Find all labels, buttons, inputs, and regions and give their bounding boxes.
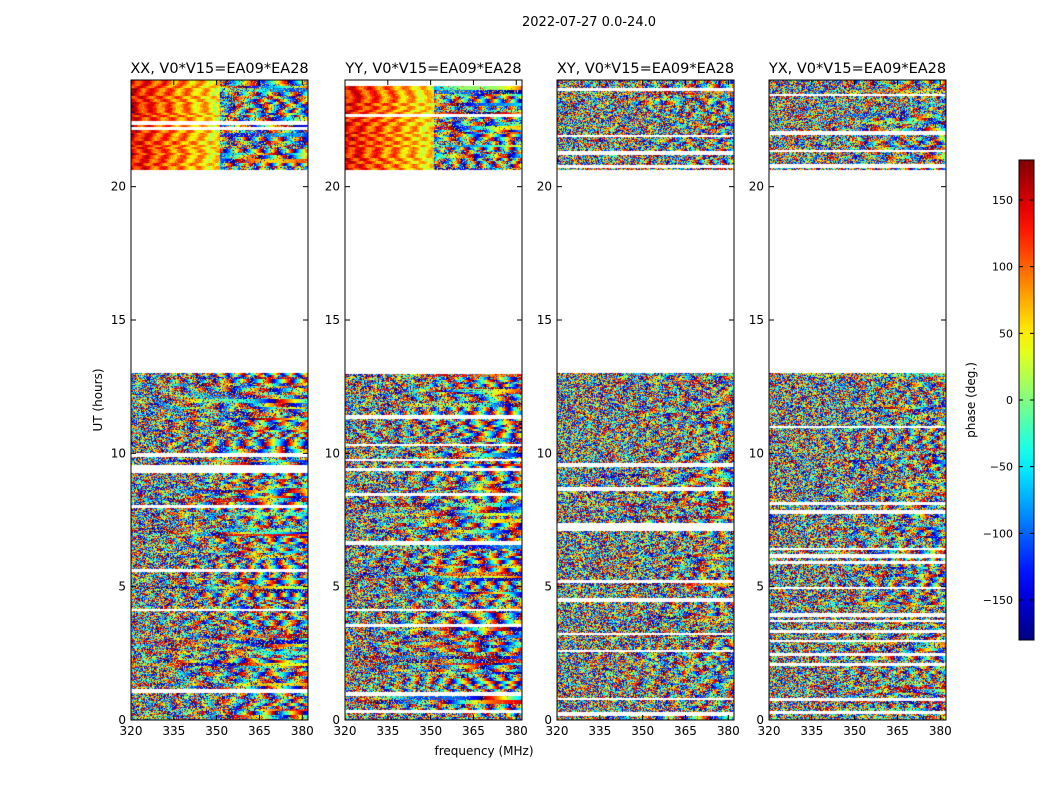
panel-title: YY, V0*V15=EA09*EA28	[344, 61, 521, 77]
x-tick-label: 335	[162, 724, 185, 738]
x-tick-label: 350	[419, 724, 442, 738]
panel-4: YX, V0*V15=EA09*EA28 0 5 10 15 20 320 335 350 365…	[749, 61, 952, 738]
x-tick-label: 365	[886, 724, 909, 738]
panel-title: XX, V0*V15=EA09*EA28	[130, 61, 308, 77]
y-tick-label: 15	[749, 313, 764, 327]
heatmap-image	[131, 80, 308, 720]
y-tick-label: 10	[749, 446, 764, 460]
x-tick-label: 350	[205, 724, 228, 738]
x-tick-label: 335	[588, 724, 611, 738]
y-tick-label: 0	[332, 713, 340, 727]
y-tick-label: 5	[756, 580, 764, 594]
heatmap-image	[557, 80, 734, 720]
y-tick-label: 5	[118, 580, 126, 594]
y-tick-label: 15	[111, 313, 126, 327]
panel-title: YX, V0*V15=EA09*EA28	[768, 61, 946, 77]
plot-frame	[344, 79, 523, 721]
y-tick-label: 10	[325, 446, 340, 460]
y-tick-label: 0	[544, 713, 552, 727]
figure-xlabel: frequency (MHz)	[434, 744, 533, 758]
colorbar: 150 100 50 0 −50 −100 −150	[983, 159, 1035, 641]
panel-3: XY, V0*V15=EA09*EA28 0 5 10 15 20 320 335 350 365…	[537, 61, 740, 738]
heatmap-image	[769, 80, 946, 720]
x-tick-label: 380	[929, 724, 952, 738]
colorbar-tick-label: −50	[990, 461, 1013, 474]
plot-frame	[130, 79, 309, 721]
x-tick-label: 320	[758, 724, 781, 738]
colorbar-tick-label: 50	[999, 327, 1013, 340]
y-tick-label: 0	[756, 713, 764, 727]
panel-1: XX, V0*V15=EA09*EA28 0 5 10 15 20 320 335 350 365…	[111, 61, 314, 738]
x-tick-label: 335	[800, 724, 823, 738]
x-tick-label: 350	[631, 724, 654, 738]
x-tick-label: 380	[717, 724, 740, 738]
x-tick-label: 365	[674, 724, 697, 738]
y-tick-label: 5	[332, 580, 340, 594]
x-tick-label: 320	[546, 724, 569, 738]
x-tick-label: 365	[248, 724, 271, 738]
y-tick-label: 10	[537, 446, 552, 460]
panels: XX, V0*V15=EA09*EA28 0 5 10 15 20 320 335 350 365…	[111, 61, 952, 738]
panel-title: XY, V0*V15=EA09*EA28	[557, 61, 734, 77]
x-tick-label: 335	[376, 724, 399, 738]
y-tick-label: 10	[111, 446, 126, 460]
colorbar-tick-label: 100	[992, 261, 1013, 274]
plot-frame	[556, 79, 735, 721]
x-tick-label: 380	[291, 724, 314, 738]
colorbar-tick-label: −150	[983, 594, 1013, 607]
y-tick-label: 15	[325, 313, 340, 327]
colorbar-tick-label: 0	[1006, 394, 1013, 407]
x-tick-label: 320	[334, 724, 357, 738]
x-tick-label: 320	[120, 724, 143, 738]
y-tick-label: 15	[537, 313, 552, 327]
plot-frame	[768, 79, 947, 721]
y-tick-label: 0	[118, 713, 126, 727]
y-tick-label: 5	[544, 580, 552, 594]
panel-2: YY, V0*V15=EA09*EA28 0 5 10 15 20 320 335 350 365…	[325, 61, 528, 738]
colorbar-tick-label: −100	[983, 527, 1013, 540]
y-tick-label: 20	[537, 180, 552, 194]
x-tick-label: 350	[843, 724, 866, 738]
figure-ylabel: UT (hours)	[91, 368, 105, 431]
colorbar-label: phase (deg.)	[964, 362, 978, 438]
figure-suptitle: 2022-07-27 0.0-24.0	[522, 15, 656, 30]
colorbar-tick-label: 150	[992, 194, 1013, 207]
heatmap-image	[345, 80, 522, 720]
y-tick-label: 20	[325, 180, 340, 194]
x-tick-label: 365	[462, 724, 485, 738]
y-tick-label: 20	[749, 180, 764, 194]
y-tick-label: 20	[111, 180, 126, 194]
x-tick-label: 380	[505, 724, 528, 738]
